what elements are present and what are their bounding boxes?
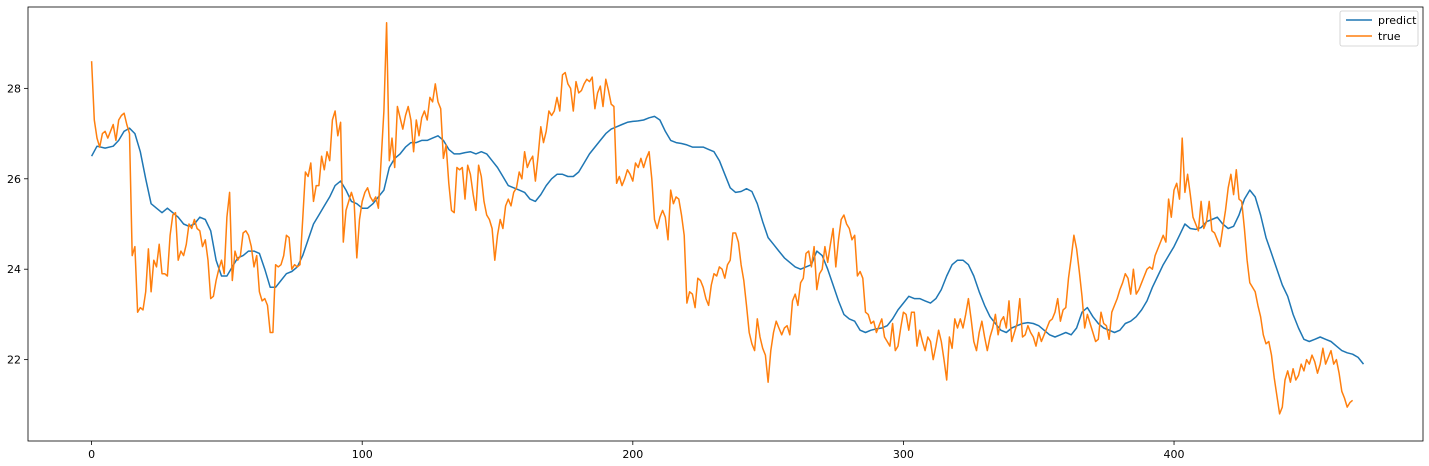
x-axis: 0 100 200 300 400 <box>88 441 1185 461</box>
x-tick-label: 300 <box>893 448 914 461</box>
x-tick-label: 100 <box>352 448 373 461</box>
y-tick-label: 24 <box>7 263 21 276</box>
series-line-predict <box>90 115 1365 365</box>
y-axis: 22 24 26 28 <box>7 82 28 367</box>
plot-frame <box>27 6 1424 442</box>
x-tick-label: 400 <box>1164 448 1185 461</box>
series-layer <box>90 22 1365 415</box>
x-tick-label: 200 <box>622 448 643 461</box>
legend-label-predict: predict <box>1378 14 1417 27</box>
series-line-true <box>90 22 1354 415</box>
plot-area <box>28 7 1423 441</box>
y-tick-label: 28 <box>7 82 21 95</box>
legend: predict true <box>1339 10 1419 47</box>
x-tick-label: 0 <box>88 448 95 461</box>
y-tick-label: 26 <box>7 173 21 186</box>
y-tick-label: 22 <box>7 354 21 367</box>
legend-label-true: true <box>1378 30 1401 43</box>
